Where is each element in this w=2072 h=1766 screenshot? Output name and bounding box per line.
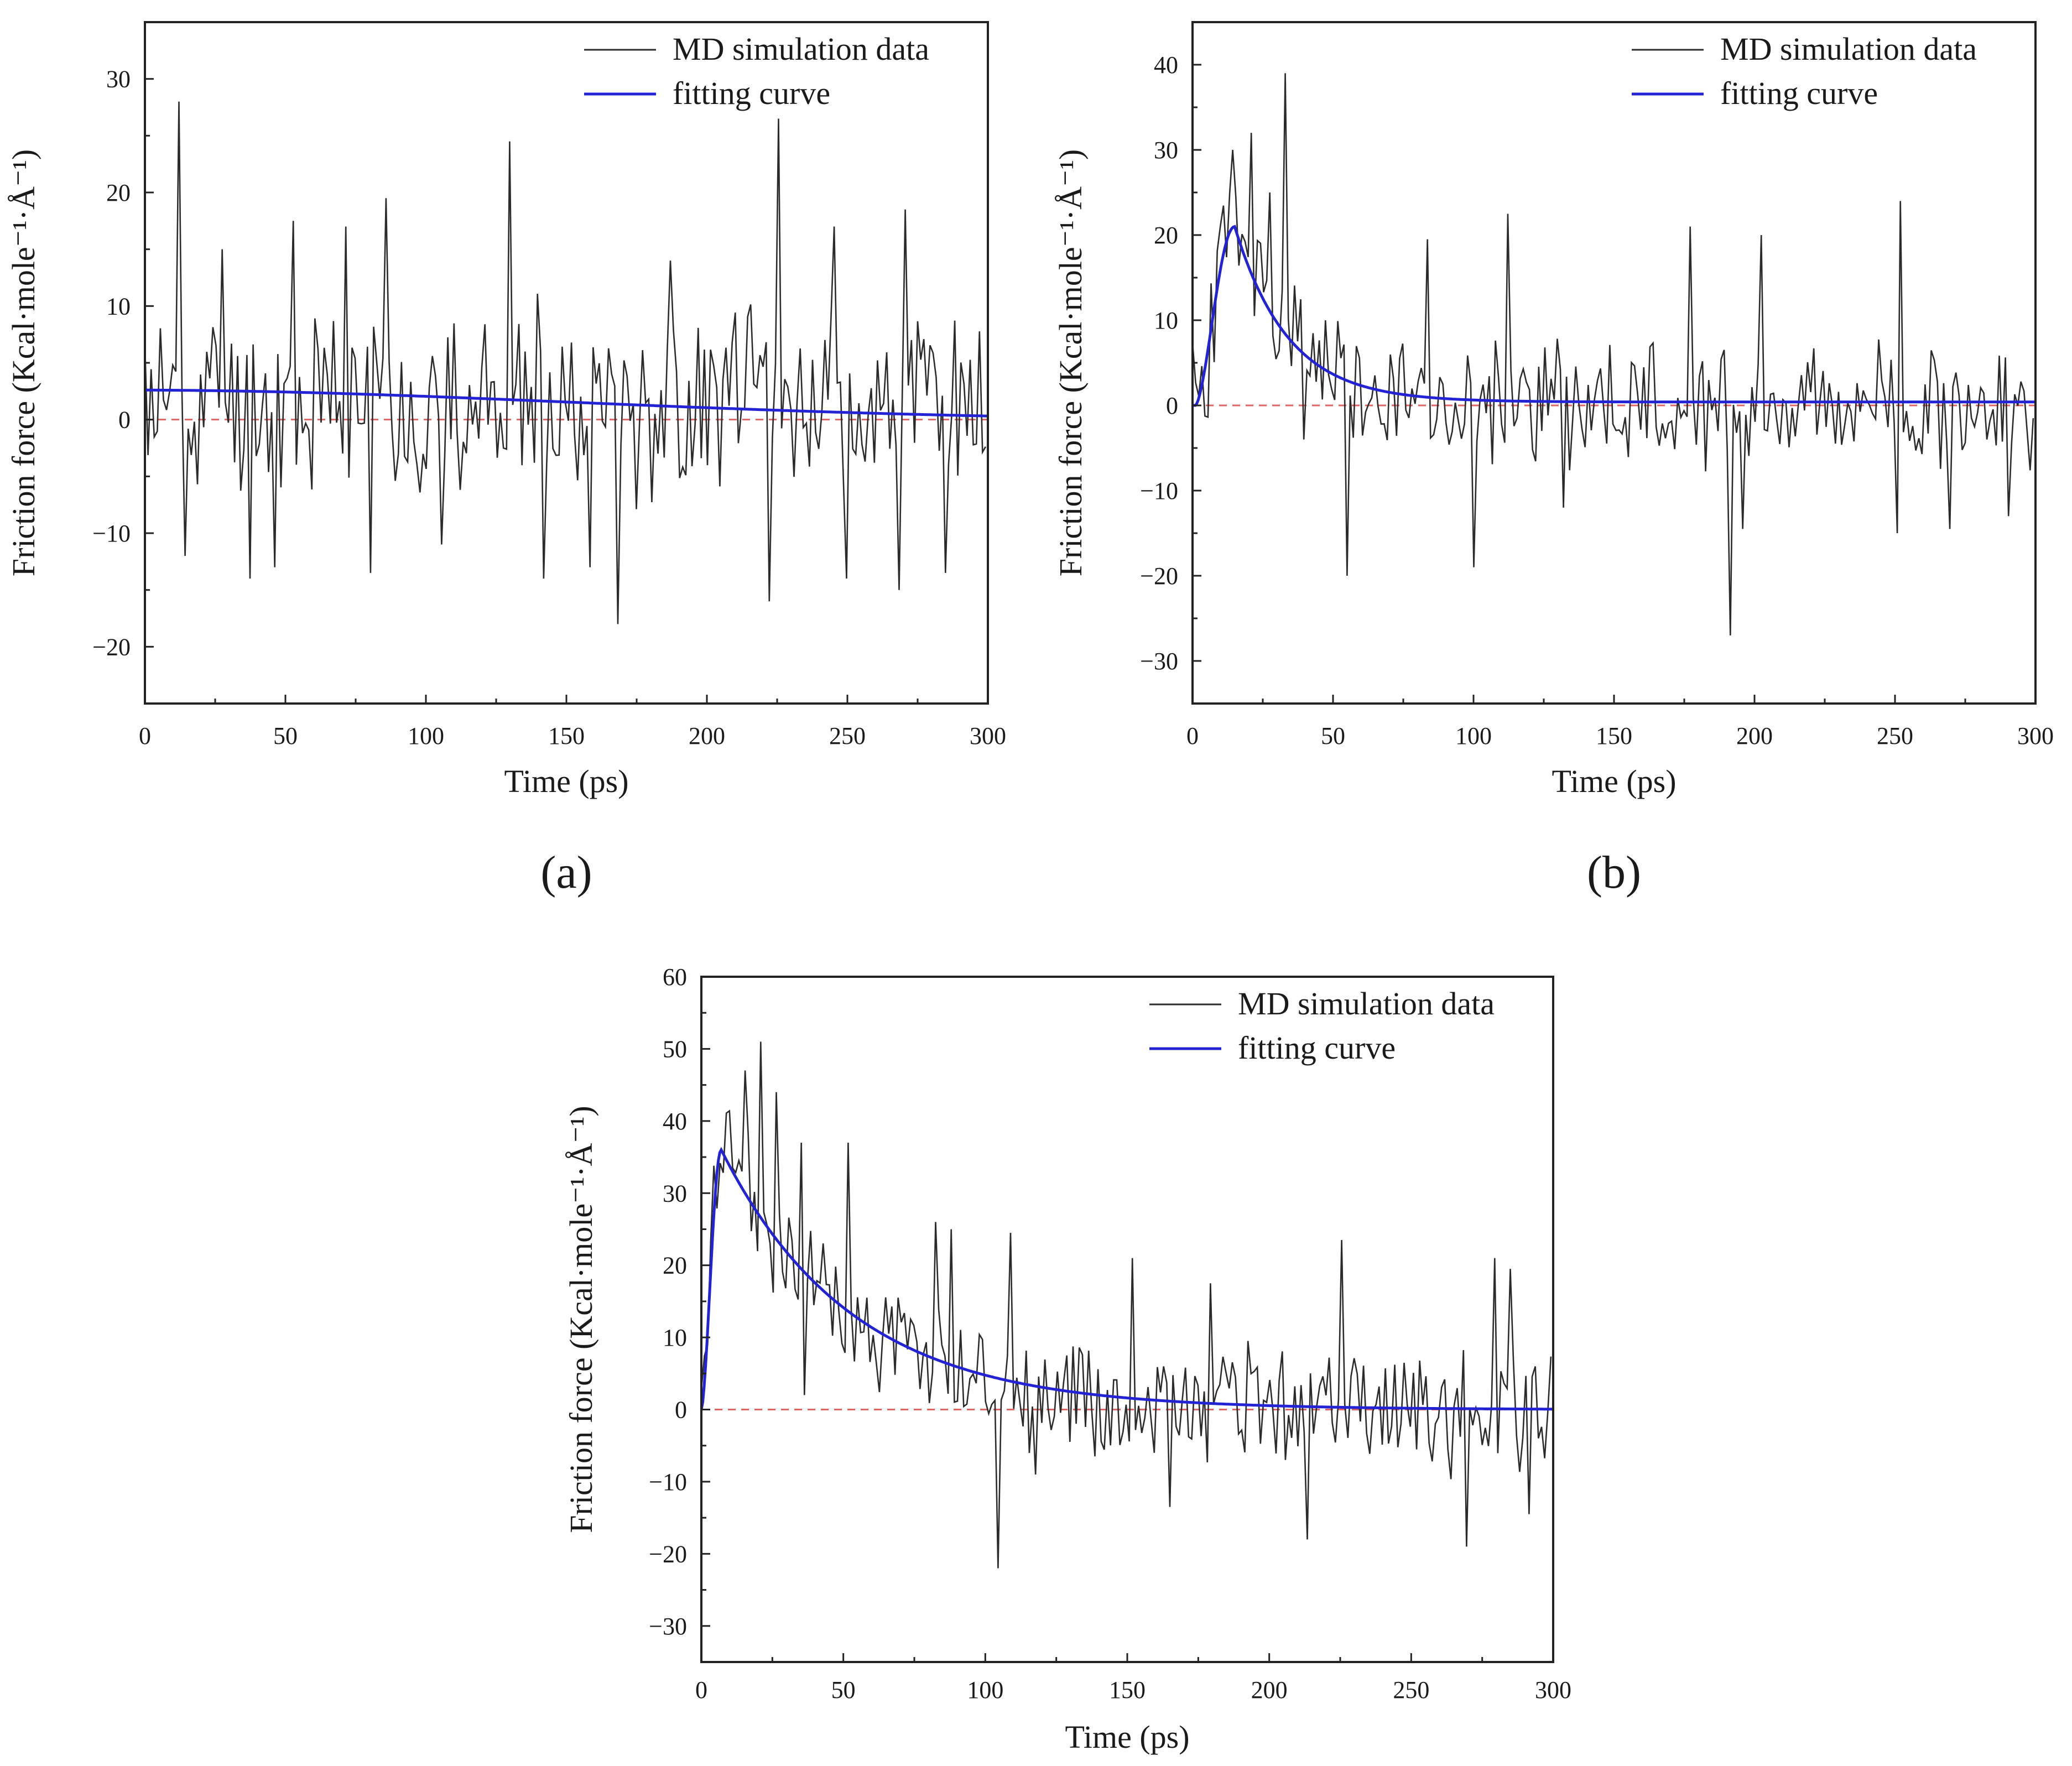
x-tick-label: 100	[1455, 722, 1492, 749]
y-tick-label: 10	[106, 293, 131, 320]
y-tick-label: −10	[649, 1468, 687, 1496]
x-tick-label: 250	[829, 722, 866, 749]
y-tick-label: 0	[675, 1397, 687, 1424]
y-tick-label: 30	[1154, 137, 1178, 164]
legend: MD simulation data fitting curve	[1149, 986, 1495, 1066]
y-tick-label: −10	[1140, 477, 1178, 504]
x-tick-label: 50	[273, 722, 298, 749]
series-md-simulation-data	[145, 101, 987, 624]
y-axis-label: Friction force (Kcal·mole⁻¹·Å⁻¹)	[563, 1106, 599, 1533]
x-tick-label: 100	[967, 1676, 1003, 1704]
y-tick-label: −30	[1140, 648, 1178, 675]
series-fitting-curve	[1193, 225, 2035, 407]
legend-label-fit: fitting curve	[1238, 1030, 1396, 1066]
series-fitting-curve	[701, 1147, 1553, 1411]
legend: MD simulation data fitting curve	[584, 31, 929, 111]
x-tick-label: 150	[548, 722, 585, 749]
x-axis-label: Time (ps)	[1552, 763, 1676, 799]
x-tick-label: 150	[1596, 722, 1632, 749]
y-tick-label: −10	[92, 520, 131, 547]
chart-panel-c: 0 50 100 150 200 250 300 −30 −20 −10 0 10 20 30 40 50 60…	[563, 963, 1571, 1755]
legend-label-fit: fitting curve	[673, 75, 830, 111]
series-fitting-curve	[145, 388, 988, 418]
y-tick-label: 20	[663, 1252, 687, 1279]
y-tick-label: −20	[649, 1540, 687, 1567]
legend-label-md: MD simulation data	[673, 31, 929, 67]
plot-frame	[1191, 21, 2037, 705]
legend-label-md: MD simulation data	[1238, 986, 1495, 1022]
plot-frame	[700, 976, 1554, 1663]
x-tick-label: 150	[1109, 1676, 1146, 1704]
plot-frame	[144, 21, 989, 705]
x-tick-label: 300	[970, 722, 1006, 749]
panel-label: (a)	[540, 847, 592, 898]
x-tick-label: 200	[1251, 1676, 1288, 1704]
y-tick-label: 10	[663, 1324, 687, 1351]
y-tick-label: 40	[1154, 51, 1178, 79]
x-axis-label: Time (ps)	[504, 763, 628, 799]
x-axis-label: Time (ps)	[1065, 1719, 1189, 1755]
x-tick-label: 0	[139, 722, 151, 749]
y-axis-label: Friction force (Kcal·mole⁻¹·Å⁻¹)	[6, 149, 41, 576]
series-md-simulation-data	[701, 1041, 1552, 1569]
x-tick-label: 50	[831, 1676, 856, 1704]
x-tick-label: 300	[2017, 722, 2054, 749]
y-tick-label: 40	[663, 1108, 687, 1135]
y-tick-label: 30	[663, 1180, 687, 1207]
y-tick-label: 30	[106, 66, 131, 93]
x-tick-label: 200	[689, 722, 725, 749]
y-tick-label: 20	[1154, 222, 1178, 249]
x-tick-label: 300	[1535, 1676, 1571, 1704]
y-tick-label: 20	[106, 179, 131, 206]
legend-label-fit: fitting curve	[1720, 75, 1878, 111]
y-tick-label: −30	[649, 1613, 687, 1640]
y-tick-label: 60	[663, 963, 687, 991]
x-tick-label: 50	[1321, 722, 1345, 749]
x-tick-label: 0	[695, 1676, 707, 1704]
chart-panel-a: 0 50 100 150 200 250 300 −20 −10 0 10 20 30 Time (ps)…	[6, 21, 1006, 898]
y-tick-label: 10	[1154, 307, 1178, 334]
y-tick-label: −20	[92, 633, 131, 660]
x-tick-label: 0	[1186, 722, 1199, 749]
x-tick-label: 250	[1393, 1676, 1429, 1704]
y-tick-label: 0	[1166, 392, 1178, 419]
x-tick-label: 250	[1877, 722, 1913, 749]
legend: MD simulation data fitting curve	[1632, 31, 1977, 111]
y-tick-label: 50	[663, 1035, 687, 1062]
panel-label: (b)	[1587, 847, 1641, 898]
chart-panel-b: 0 50 100 150 200 250 300 −30 −20 −10 0 10 20 30 40 Time…	[1053, 21, 2054, 898]
series-md-simulation-data	[1193, 73, 2034, 635]
y-axis-label: Friction force (Kcal·mole⁻¹·Å⁻¹)	[1053, 149, 1089, 576]
y-tick-label: −20	[1140, 562, 1178, 590]
x-tick-label: 100	[408, 722, 444, 749]
legend-label-md: MD simulation data	[1720, 31, 1977, 67]
x-tick-label: 200	[1736, 722, 1773, 749]
y-tick-label: 0	[118, 407, 131, 434]
